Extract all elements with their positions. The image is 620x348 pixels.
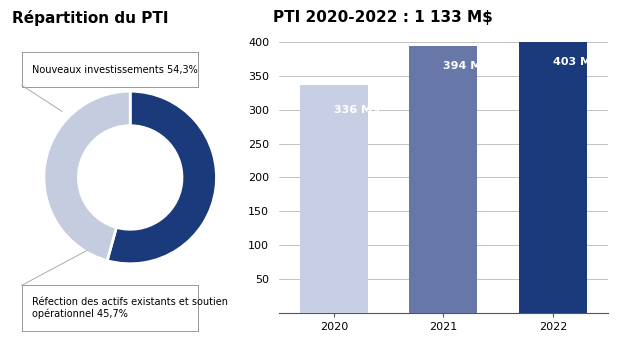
Text: Réfection des actifs existants et soutien
opérationnel 45,7%: Réfection des actifs existants et soutie… <box>32 297 228 319</box>
Text: 336 M$: 336 M$ <box>334 105 379 114</box>
Text: 394 M$: 394 M$ <box>443 61 489 71</box>
Bar <box>409 46 477 313</box>
Text: Nouveaux investissements 54,3%: Nouveaux investissements 54,3% <box>32 65 198 74</box>
Bar <box>300 85 368 313</box>
Wedge shape <box>107 91 216 264</box>
Wedge shape <box>44 91 130 261</box>
Bar <box>519 40 587 313</box>
Text: PTI 2020-2022 : 1 133 M$: PTI 2020-2022 : 1 133 M$ <box>273 10 492 25</box>
Text: Répartition du PTI: Répartition du PTI <box>12 10 169 26</box>
Text: 403 M$: 403 M$ <box>553 57 598 67</box>
